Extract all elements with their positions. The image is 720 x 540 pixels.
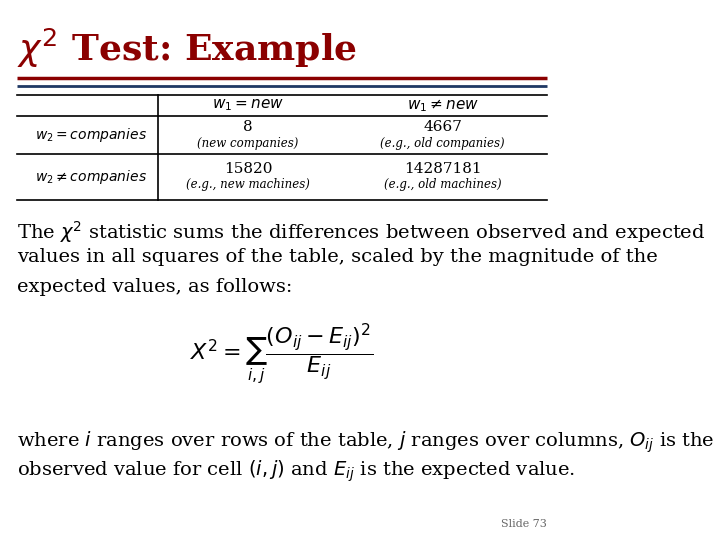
Text: (e.g., new machines): (e.g., new machines): [186, 178, 310, 192]
Text: where $i$ ranges over rows of the table, $j$ ranges over columns, $O_{ij}$ is th: where $i$ ranges over rows of the table,…: [17, 429, 714, 455]
Text: $w_2 \neq companies$: $w_2 \neq companies$: [35, 168, 147, 186]
Text: $w_1 \neq new$: $w_1 \neq new$: [407, 97, 479, 113]
Text: 4667: 4667: [423, 120, 462, 134]
Text: 8: 8: [243, 120, 253, 134]
Text: Slide 73: Slide 73: [501, 519, 546, 529]
Text: (e.g., old companies): (e.g., old companies): [380, 137, 505, 150]
Text: The $\chi^2$ statistic sums the differences between observed and expected: The $\chi^2$ statistic sums the differen…: [17, 219, 706, 245]
Text: 14287181: 14287181: [404, 162, 482, 176]
Text: (new companies): (new companies): [197, 137, 299, 150]
Text: $\chi^2$ Test: Example: $\chi^2$ Test: Example: [17, 27, 357, 70]
Text: observed value for cell $(i, j)$ and $E_{ij}$ is the expected value.: observed value for cell $(i, j)$ and $E_…: [17, 459, 575, 484]
Text: $X^2 = \sum_{i,j} \dfrac{(O_{ij} - E_{ij})^2}{E_{ij}}$: $X^2 = \sum_{i,j} \dfrac{(O_{ij} - E_{ij…: [190, 321, 374, 387]
Text: values in all squares of the table, scaled by the magnitude of the: values in all squares of the table, scal…: [17, 248, 657, 266]
Text: $w_1 = new$: $w_1 = new$: [212, 97, 284, 113]
Text: expected values, as follows:: expected values, as follows:: [17, 278, 292, 296]
Text: $w_2 = companies$: $w_2 = companies$: [35, 126, 147, 144]
Text: (e.g., old machines): (e.g., old machines): [384, 178, 501, 192]
Text: 15820: 15820: [224, 162, 272, 176]
